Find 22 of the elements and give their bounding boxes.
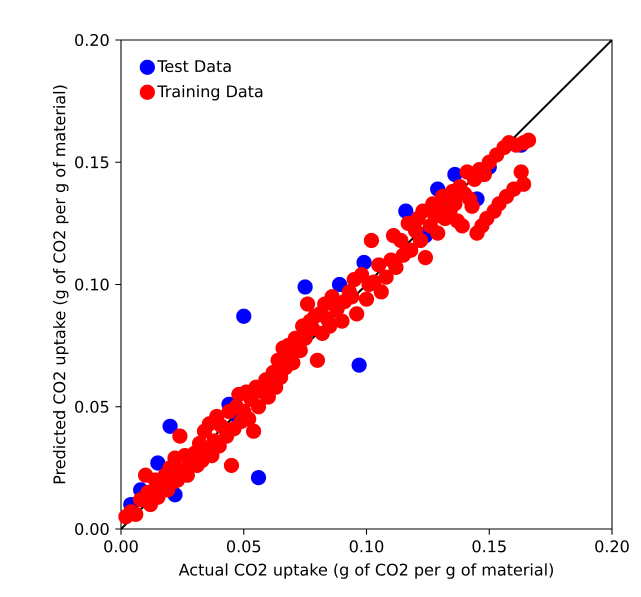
y-tick-label: 0.10 bbox=[75, 278, 109, 291]
x-tick-label: 0.15 bbox=[472, 540, 506, 552]
y-tick-label: 0.00 bbox=[75, 522, 109, 536]
point bbox=[356, 254, 372, 270]
legend-label: Training Data bbox=[157, 85, 262, 100]
point bbox=[162, 418, 178, 434]
point bbox=[398, 204, 414, 219]
y-tick-label: 0.20 bbox=[75, 34, 109, 46]
point bbox=[236, 308, 252, 324]
x-tick-label: 0.00 bbox=[104, 540, 138, 552]
point bbox=[250, 470, 266, 486]
y-axis-title: Predicted CO2 uptake (g of CO2 per g of material) bbox=[53, 86, 68, 484]
point bbox=[352, 358, 367, 373]
y-tick-label: 0.05 bbox=[75, 400, 108, 413]
x-tick-label: 0.05 bbox=[226, 540, 260, 552]
legend-label: Test Data bbox=[157, 60, 231, 72]
x-tick-label: 0.20 bbox=[595, 540, 629, 552]
point bbox=[150, 455, 166, 471]
point bbox=[298, 279, 313, 295]
x-axis-title: Actual CO2 uptake (g of CO2 per g of material) bbox=[178, 563, 553, 579]
x-tick-label: 0.10 bbox=[350, 540, 384, 552]
y-tick-label: 0.15 bbox=[75, 156, 108, 168]
